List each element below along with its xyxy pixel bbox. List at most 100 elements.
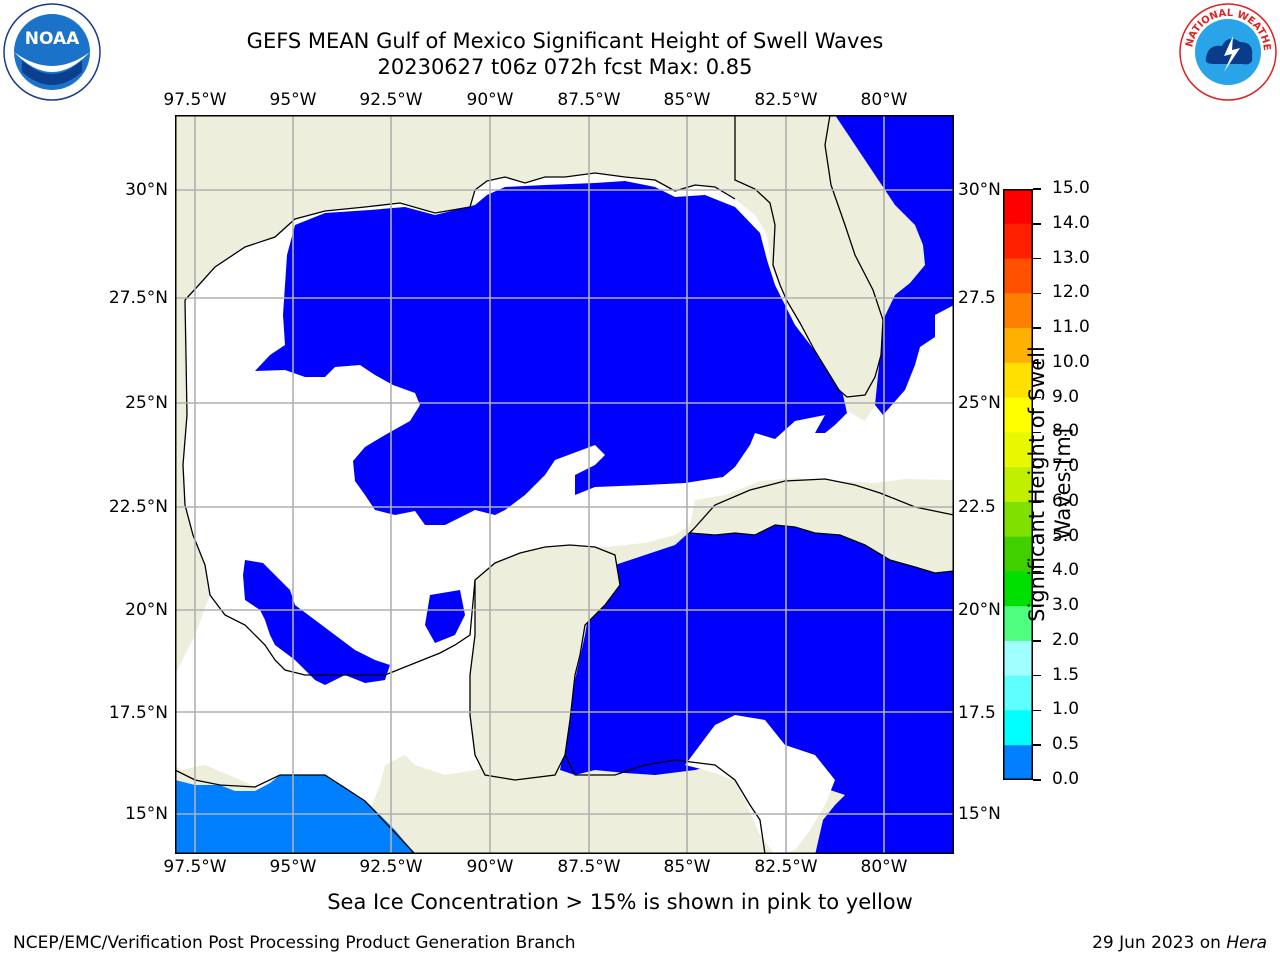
lat-label-left: 20°N (125, 600, 168, 620)
colorbar-tick-mark (1033, 396, 1041, 399)
colorbar-tick-mark (1033, 779, 1041, 781)
swell-region-campeche (243, 560, 390, 685)
colorbar-tick-label: 4.0 (1052, 560, 1080, 581)
colorbar-segment (1003, 223, 1033, 260)
colorbar-tick-label: 3.0 (1052, 595, 1080, 616)
colorbar-segment (1003, 397, 1033, 433)
swell-region-main (255, 181, 847, 525)
lon-label-bottom: 97.5°W (163, 857, 227, 877)
colorbar-segment (1003, 536, 1033, 572)
map-svg (174, 114, 955, 855)
colorbar-segment (1003, 675, 1033, 711)
lat-label-left: 27.5°N (108, 288, 168, 308)
lon-label-bottom: 87.5°W (557, 857, 621, 877)
colorbar-tick-label: 11.0 (1052, 317, 1090, 338)
map-frame (175, 115, 954, 854)
lat-label-left: 22.5°N (108, 497, 168, 517)
colorbar-tick-mark (1033, 709, 1041, 712)
noaa-logo: NOAA (2, 2, 102, 102)
footer-left: NCEP/EMC/Verification Post Processing Pr… (13, 933, 576, 953)
colorbar-segment (1003, 640, 1033, 677)
lon-label-top: 85°W (663, 90, 711, 110)
colorbar-tick-mark (1033, 292, 1041, 295)
colorbar-tick-mark (1033, 640, 1041, 642)
colorbar-tick-mark (1033, 674, 1041, 677)
cuba-land (688, 478, 955, 574)
colorbar-tick-label: 0.0 (1052, 769, 1080, 789)
colorbar-tick-mark (1033, 535, 1041, 538)
lon-label-bottom: 80°W (860, 857, 908, 877)
colorbar-segment (1003, 293, 1033, 329)
colorbar-tick-label: 13.0 (1052, 247, 1090, 268)
lat-label-right: 20°N (958, 600, 1001, 620)
lon-label-top: 95°W (269, 90, 317, 110)
colorbar (1003, 189, 1033, 781)
lon-label-top: 90°W (466, 90, 514, 110)
colorbar-segment (1003, 189, 1033, 225)
colorbar-tick-label: 1.0 (1052, 699, 1080, 720)
colorbar-tick-mark (1033, 744, 1041, 746)
footer-date: 29 Jun 2023 on (1092, 933, 1227, 953)
florida-land (734, 114, 884, 398)
colorbar-tick-label: 2.0 (1052, 629, 1080, 650)
colorbar-tick-label: 8.0 (1052, 421, 1080, 442)
map-title: GEFS MEAN Gulf of Mexico Significant Hei… (246, 29, 884, 53)
colorbar-tick-label: 6.0 (1052, 490, 1080, 511)
colorbar-frame (1003, 189, 1033, 780)
colorbar-segment (1003, 467, 1033, 503)
colorbar-segment (1003, 362, 1033, 399)
colorbar-tick-mark (1033, 605, 1041, 607)
colorbar-tick-mark (1033, 431, 1041, 434)
lon-label-bottom: 82.5°W (754, 857, 818, 877)
colorbar-tick-mark (1033, 466, 1041, 468)
lat-label-right: 30°N (958, 180, 1001, 200)
swell-region-campeche-east (425, 590, 465, 643)
lat-label-right: 22.5 (958, 497, 996, 517)
ice-note: Sea Ice Concentration > 15% is shown in … (327, 890, 913, 914)
colorbar-tick-mark (1033, 501, 1041, 503)
noaa-logo-text: NOAA (25, 29, 80, 49)
swell-region-caribbean (560, 520, 954, 855)
lon-label-bottom: 85°W (663, 857, 711, 877)
map-panel (174, 114, 955, 855)
colorbar-tick-mark (1033, 223, 1041, 225)
us-coastline (184, 172, 736, 301)
colorbar-tick-label: 14.0 (1052, 212, 1090, 233)
colorbar-tick-mark (1033, 257, 1041, 260)
lon-label-bottom: 92.5°W (359, 857, 423, 877)
colorbar-segment (1003, 501, 1033, 538)
colorbar-segment (1003, 745, 1033, 781)
lon-label-top: 82.5°W (754, 90, 818, 110)
colorbar-segment (1003, 258, 1033, 294)
lat-label-right: 27.5 (958, 288, 996, 308)
colorbar-tick-mark (1033, 570, 1041, 573)
colorbar-svg (1003, 189, 1033, 781)
pacific-coastline (174, 769, 416, 855)
colorbar-tick-label: 5.0 (1052, 525, 1080, 546)
lat-label-left: 30°N (125, 180, 168, 200)
lat-label-left: 15°N (125, 804, 168, 824)
yucatan-land (469, 544, 621, 781)
colorbar-tick-label: 0.5 (1052, 734, 1080, 755)
colorbar-segment (1003, 571, 1033, 607)
colorbar-segment (1003, 328, 1033, 364)
colorbar-tick-label: 15.0 (1052, 178, 1090, 198)
map-subtitle: 20230627 t06z 072h fcst Max: 0.85 (377, 55, 753, 79)
colorbar-label-line1: Significant Height of Swell (1025, 346, 1049, 622)
nws-logo: NATIONAL WEATHER SERVICE (1174, 0, 1278, 102)
lat-label-left: 25°N (125, 393, 168, 413)
colorbar-tick-label: 9.0 (1052, 386, 1080, 407)
lon-label-top: 80°W (860, 90, 908, 110)
colorbar-tick-mark (1033, 188, 1041, 190)
lon-label-top: 97.5°W (163, 90, 227, 110)
calm-patch-honduras (685, 715, 835, 855)
colorbar-tick-label: 12.0 (1052, 282, 1090, 303)
footer-machine: Hera (1226, 933, 1267, 953)
lat-label-left: 17.5°N (108, 703, 168, 723)
colorbar-label-line2: Waves [m] (1051, 427, 1075, 541)
lat-label-right: 25°N (958, 393, 1001, 413)
graticule (175, 115, 954, 854)
footer-right: 29 Jun 2023 on Hera (1092, 933, 1267, 953)
centralamerica-coastline (564, 754, 766, 855)
lat-label-right: 17.5 (958, 703, 996, 723)
